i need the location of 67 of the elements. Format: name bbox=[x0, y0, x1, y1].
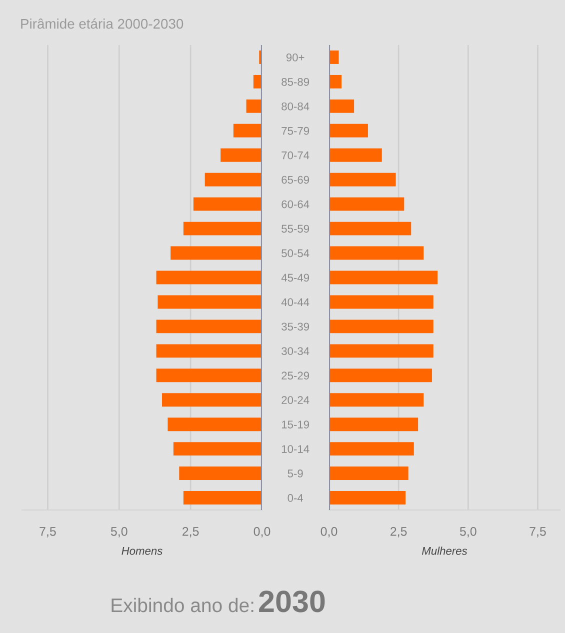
bar bbox=[179, 466, 262, 480]
x-axis-title: Mulheres bbox=[422, 546, 468, 555]
bar bbox=[162, 393, 262, 407]
bar bbox=[170, 246, 262, 260]
bar bbox=[329, 344, 434, 358]
bar bbox=[156, 270, 262, 284]
y-tick-label: 20-24 bbox=[282, 396, 310, 404]
bar bbox=[329, 295, 434, 309]
x-tick-label: 5,0 bbox=[110, 526, 128, 538]
bar bbox=[183, 222, 262, 236]
x-tick-label: 2,5 bbox=[182, 526, 199, 538]
x-axis-title: Homens bbox=[122, 547, 162, 555]
y-tick-label: 50-54 bbox=[282, 249, 310, 258]
bar bbox=[173, 442, 262, 456]
bar bbox=[329, 270, 438, 284]
y-tick-label: 45-49 bbox=[281, 274, 310, 282]
bar bbox=[329, 197, 404, 211]
bar bbox=[329, 172, 396, 186]
y-tick-label: 85-89 bbox=[282, 78, 310, 86]
bar bbox=[204, 172, 262, 186]
y-tick-label: 65-69 bbox=[282, 176, 310, 184]
y-tick-label: 40-44 bbox=[281, 298, 310, 306]
bar bbox=[158, 295, 262, 309]
y-tick-label: 90+ bbox=[286, 54, 304, 62]
bar bbox=[233, 124, 262, 138]
y-tick-label: 60-64 bbox=[282, 200, 310, 208]
x-tick-label: 7,5 bbox=[40, 527, 56, 538]
y-tick-label: 75-79 bbox=[282, 126, 310, 135]
bar bbox=[329, 368, 432, 382]
bar bbox=[329, 442, 414, 456]
y-tick-label: 80-84 bbox=[282, 102, 310, 110]
bar bbox=[329, 466, 408, 480]
bar bbox=[329, 491, 406, 504]
text: 2030 bbox=[259, 590, 325, 612]
bar bbox=[246, 99, 262, 113]
y-tick-label: 30-34 bbox=[282, 347, 310, 356]
chart-title: Pirâmide etária 2000-2030 bbox=[21, 18, 184, 29]
bar bbox=[329, 320, 434, 334]
y-tick-label: 25-29 bbox=[282, 372, 310, 380]
text: Exibindo ano de: bbox=[112, 598, 254, 612]
x-tick-label: 0,0 bbox=[254, 526, 270, 538]
y-tick-label: 35-39 bbox=[282, 322, 310, 331]
y-tick-label: 70-74 bbox=[282, 151, 310, 160]
y-tick-label: 0-4 bbox=[288, 494, 304, 502]
bar bbox=[183, 491, 262, 504]
y-tick-label: 5-9 bbox=[288, 470, 303, 478]
x-tick-label: 5,0 bbox=[460, 526, 476, 538]
bar bbox=[220, 148, 262, 162]
bar bbox=[168, 418, 262, 432]
x-tick-label: 7,5 bbox=[530, 527, 546, 538]
bar bbox=[329, 124, 368, 138]
bar bbox=[329, 148, 382, 162]
bar bbox=[329, 393, 424, 407]
bar bbox=[156, 320, 262, 334]
bar bbox=[329, 246, 424, 260]
bar bbox=[193, 197, 262, 211]
bar bbox=[156, 368, 262, 382]
bar bbox=[329, 74, 342, 88]
x-tick-label: 0,0 bbox=[320, 526, 338, 538]
y-tick-label: 10-14 bbox=[282, 445, 310, 453]
bar bbox=[156, 344, 262, 358]
bar bbox=[329, 418, 418, 432]
bar bbox=[329, 99, 354, 113]
x-tick-label: 2,5 bbox=[390, 526, 407, 538]
y-tick-label: 15-19 bbox=[282, 420, 310, 428]
bar bbox=[329, 222, 412, 236]
y-tick-label: 55-59 bbox=[282, 224, 310, 233]
